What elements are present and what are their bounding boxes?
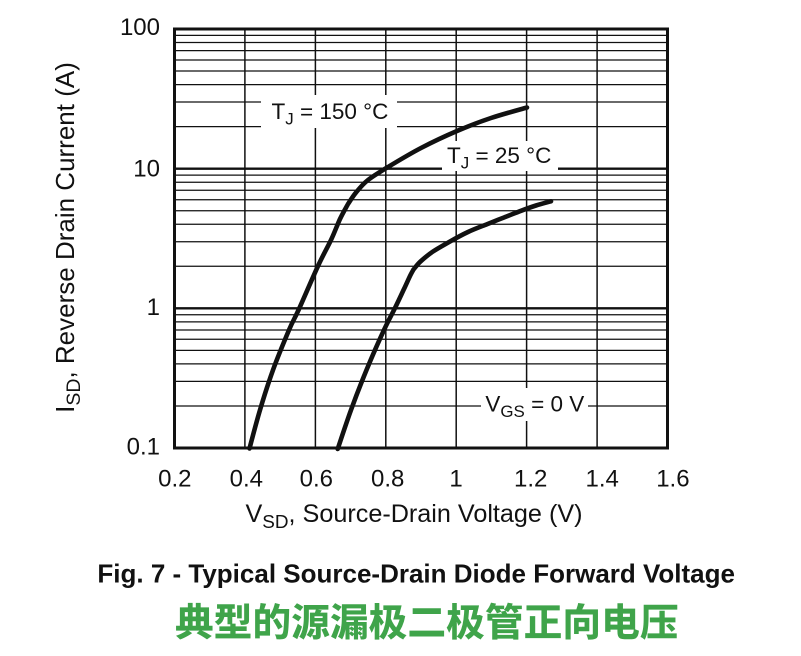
svg-text:1.6: 1.6: [656, 466, 689, 493]
svg-text:0.6: 0.6: [300, 466, 333, 493]
svg-text:1: 1: [147, 294, 160, 321]
svg-text:1.2: 1.2: [514, 466, 547, 493]
svg-text:0.4: 0.4: [230, 466, 263, 493]
svg-text:0.1: 0.1: [127, 434, 160, 461]
svg-text:0.8: 0.8: [371, 466, 404, 493]
svg-text:100: 100: [120, 14, 160, 41]
svg-text:10: 10: [133, 156, 160, 183]
svg-text:0.2: 0.2: [158, 466, 191, 493]
svg-text:Fig. 7 - Typical Source-Drain: Fig. 7 - Typical Source-Drain Diode Forw…: [97, 558, 735, 588]
svg-text:ISD, Reverse Drain Current (A): ISD, Reverse Drain Current (A): [50, 62, 85, 413]
svg-text:1.4: 1.4: [586, 466, 619, 493]
svg-text:VSD, Source-Drain Voltage (V): VSD, Source-Drain Voltage (V): [245, 500, 582, 533]
svg-text:1: 1: [449, 466, 462, 493]
